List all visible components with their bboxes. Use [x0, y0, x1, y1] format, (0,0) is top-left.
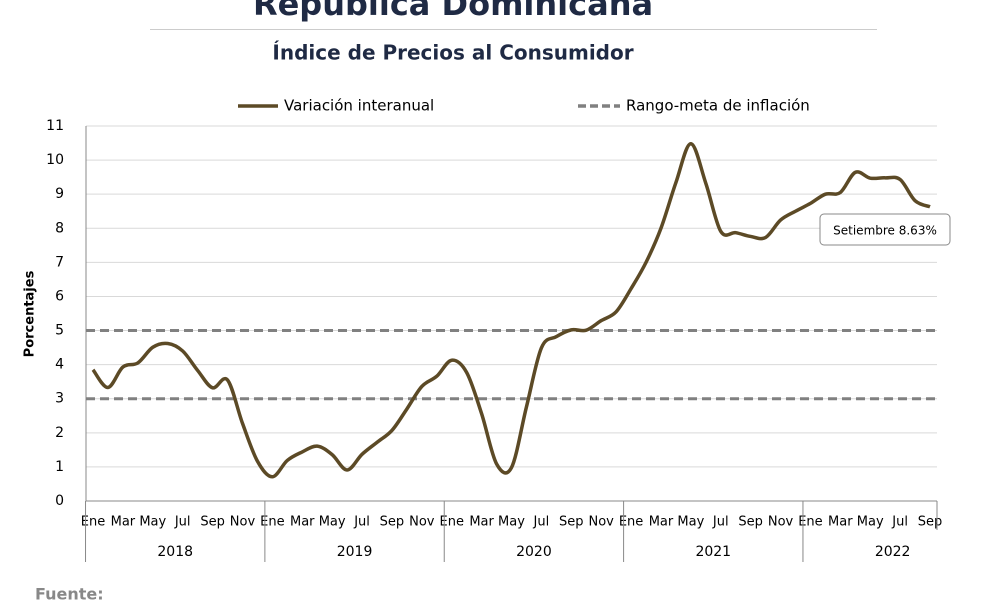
x-tick-label: Ene	[619, 515, 643, 530]
x-tick-label: Jul	[891, 515, 908, 530]
x-tick-label: May	[139, 515, 166, 530]
y-tick-label: 6	[55, 288, 64, 304]
year-label: 2020	[516, 544, 552, 560]
year-label: 2019	[337, 544, 373, 560]
y-axis-label: Porcentajes	[23, 270, 38, 357]
y-tick-label: 11	[46, 118, 64, 134]
x-tick-label: Ene	[81, 515, 105, 530]
y-tick-label: 3	[55, 391, 64, 407]
x-tick-label: Sep	[380, 515, 405, 530]
chart-title: República Dominicana	[253, 0, 653, 23]
annotation-box	[819, 213, 951, 246]
x-tick-label: May	[319, 515, 346, 530]
chart-subtitle: Índice de Precios al Consumidor	[272, 41, 633, 65]
x-tick-label: Jul	[712, 515, 729, 530]
y-tick-label: 7	[55, 254, 64, 270]
x-tick-label: Ene	[439, 515, 463, 530]
x-tick-label: Jul	[533, 515, 550, 530]
x-tick-label: Mar	[828, 515, 853, 530]
x-tick-label: Jul	[353, 515, 370, 530]
x-tick-label: Nov	[409, 515, 435, 530]
x-tick-label: Ene	[798, 515, 822, 530]
y-tick-label: 0	[55, 493, 64, 509]
y-tick-label: 2	[55, 425, 64, 441]
year-label: 2021	[695, 544, 731, 560]
x-tick-label: May	[857, 515, 884, 530]
x-tick-label: Mar	[649, 515, 674, 530]
y-tick-label: 8	[55, 220, 64, 236]
x-tick-label: May	[498, 515, 525, 530]
x-tick-label: Mar	[290, 515, 315, 530]
y-tick-label: 1	[55, 459, 64, 475]
year-label: 2022	[875, 544, 911, 560]
x-tick-label: Sep	[559, 515, 584, 530]
x-tick-label: Mar	[469, 515, 494, 530]
legend-label: Rango-meta de inflación	[626, 97, 810, 115]
x-tick-label: Jul	[174, 515, 191, 530]
year-label: 2018	[157, 544, 193, 560]
y-tick-label: 4	[55, 357, 64, 373]
footer: Fuente:	[35, 585, 104, 604]
x-tick-label: Nov	[768, 515, 794, 530]
y-tick-label: 10	[46, 152, 64, 168]
x-tick-label: Sep	[738, 515, 763, 530]
series-line	[91, 141, 931, 479]
y-tick-label: 5	[55, 323, 64, 339]
x-tick-label: Sep	[200, 515, 225, 530]
x-tick-label: May	[677, 515, 704, 530]
legend-label: Variación interanual	[284, 97, 434, 115]
x-tick-label: Mar	[111, 515, 136, 530]
y-tick-label: 9	[55, 186, 64, 202]
x-tick-label: Nov	[230, 515, 256, 530]
x-tick-label: Sep	[918, 515, 943, 530]
x-tick-label: Nov	[588, 515, 614, 530]
annotation: Setiembre 8.63%	[833, 224, 937, 238]
x-tick-label: Ene	[260, 515, 284, 530]
